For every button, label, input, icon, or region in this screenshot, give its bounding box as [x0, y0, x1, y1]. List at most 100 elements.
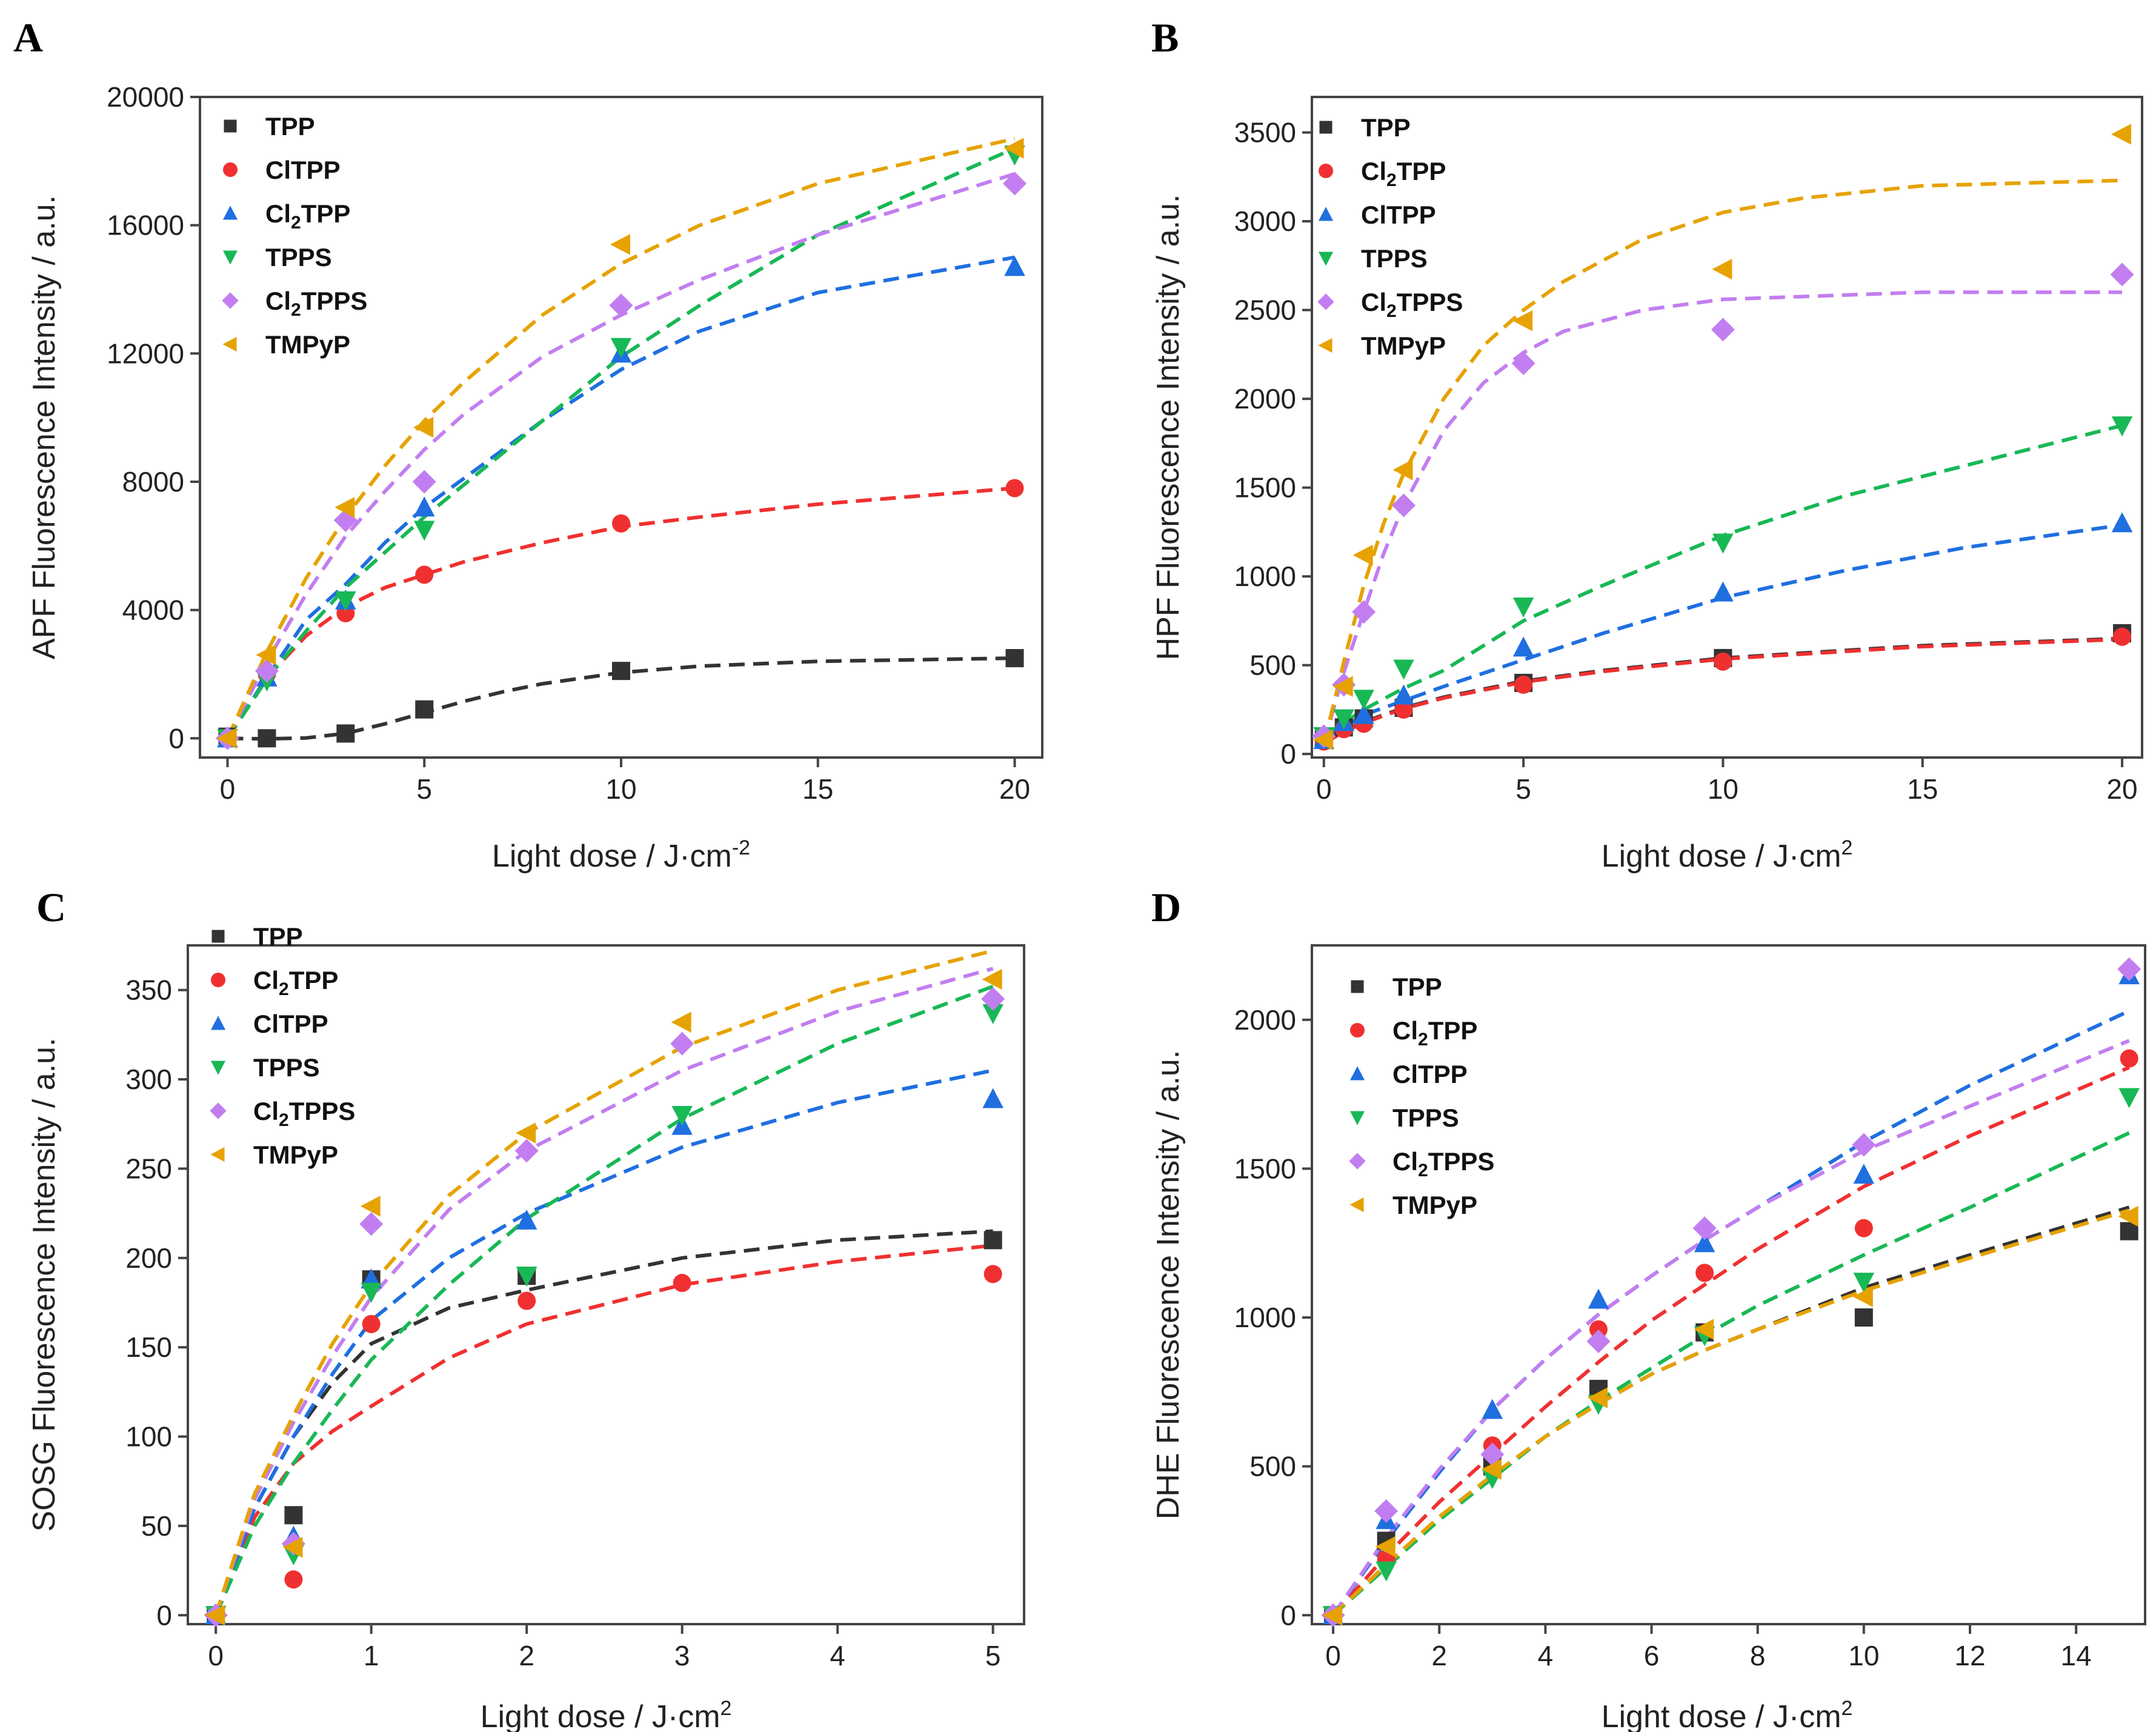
fit-curve-tpps — [225, 146, 1016, 739]
legend-entry-rest: TPP — [1397, 157, 1446, 185]
data-points — [204, 968, 1005, 1627]
legend-entry-name: ClTPP — [1361, 201, 1436, 229]
legend-entry-name: Cl — [1392, 1016, 1418, 1045]
fit-curve-tmpyp — [1322, 178, 2123, 744]
data-point-tmpyp — [334, 497, 355, 518]
x-axis-label-sup: -2 — [732, 836, 750, 859]
data-point-tmpyp — [1481, 1459, 1502, 1480]
legend-marker — [211, 973, 225, 987]
data-point-citpp — [415, 565, 434, 584]
x-tick-label: 0 — [208, 1640, 224, 1671]
data-point-cl2tpps — [2117, 957, 2141, 981]
data-point-tmpyp — [671, 1011, 691, 1033]
legend-entry-name: Cl — [265, 199, 291, 228]
legend-entry-name: Cl — [253, 1097, 279, 1125]
data-point-cl2tpp — [1482, 1399, 1503, 1419]
legend-entry: Cl2TPPS — [265, 287, 367, 320]
y-tick-label: 1500 — [1234, 1153, 1296, 1184]
data-point-tmpyp — [413, 416, 434, 438]
fit-curve-citpp — [214, 1244, 994, 1616]
legend-marker — [1318, 338, 1333, 353]
x-tick-label: 10 — [1848, 1640, 1879, 1671]
y-tick-label: 250 — [125, 1153, 172, 1184]
data-point-cl2tpp — [1512, 636, 1534, 657]
x-tick-label: 12 — [1954, 1640, 1985, 1671]
data-point-cl2tpps — [255, 659, 279, 683]
data-point-tpps — [1376, 1561, 1397, 1582]
x-tick-label: 15 — [802, 773, 833, 805]
x-axis-label-sup: 2 — [1842, 1697, 1853, 1720]
legend-marker — [222, 205, 238, 220]
legend-entry-subscript: 2 — [279, 1110, 289, 1130]
legend-entry-name: Cl — [265, 287, 291, 315]
legend-entry: TPP — [265, 112, 315, 141]
data-points — [215, 138, 1027, 750]
fit-curves — [214, 948, 994, 1616]
legend-entry: TMPyP — [1361, 331, 1446, 360]
legend-entry-rest: TPPS — [301, 287, 368, 315]
y-axis-label: SOSG Fluorescence Intensity / a.u. — [27, 1038, 62, 1531]
data-point-tmpyp — [1322, 1605, 1343, 1626]
data-point-tpps — [671, 1106, 693, 1126]
panel-b-hpf: B 0 5 10 15 20 0 500 1000 1500 2000 2500 3000 3500 Lig… — [1151, 15, 2143, 874]
x-axis-label: Light dose / J·cm2 — [1602, 836, 1853, 874]
legend-entry: TMPyP — [265, 330, 350, 359]
data-point-tmpyp — [1694, 1319, 1714, 1340]
legend-marker — [1349, 1153, 1366, 1170]
legend-marker — [1319, 164, 1333, 178]
panel-letter: D — [1151, 884, 1181, 930]
y-tick-label: 16000 — [107, 210, 184, 241]
y-axis-label: APF Fluorescence Intensity / a.u. — [27, 195, 62, 659]
legend-entry: TPP — [253, 922, 303, 951]
y-tick-label: 12000 — [107, 338, 184, 369]
data-point-citpp — [2120, 1049, 2138, 1068]
y-tick-label: 1500 — [1234, 472, 1296, 504]
y-tick-label: 20000 — [107, 81, 184, 113]
x-axis-label-main: Light dose / J·cm — [481, 1699, 720, 1732]
data-point-tmpyp — [1712, 258, 1732, 280]
data-point-cl2tpps — [1374, 1499, 1399, 1523]
data-point-cl2tpp — [2111, 512, 2133, 533]
data-point-tmpyp — [1352, 544, 1373, 566]
x-tick-label: 2 — [1431, 1640, 1447, 1671]
data-point-citpp — [517, 1291, 536, 1310]
data-point-tmpyp — [982, 968, 1002, 990]
data-point-tpp — [1005, 648, 1024, 667]
data-point-tmpyp — [1852, 1286, 1873, 1307]
legend-marker — [210, 1102, 227, 1119]
x-tick-label: 5 — [1516, 773, 1531, 805]
x-axis-label: Light dose / J·cm-2 — [492, 836, 750, 874]
panel-letter: A — [13, 15, 43, 61]
data-point-cl2tpp — [1004, 256, 1025, 276]
data-point-tmpyp — [205, 1605, 225, 1626]
data-points — [1321, 957, 2141, 1627]
data-point-cl2tpps — [1391, 493, 1416, 518]
legend-marker — [1318, 207, 1334, 221]
legend-marker — [210, 1061, 226, 1075]
y-tick-label: 2500 — [1234, 295, 1296, 326]
legend-entry: TPP — [1392, 973, 1442, 1001]
legend-entry: ClTPP — [253, 1010, 328, 1038]
x-tick-label: 14 — [2061, 1640, 2092, 1671]
legend-entry-name: TPP — [1392, 973, 1442, 1001]
data-point-tpp — [258, 729, 276, 748]
data-points — [1312, 124, 2134, 751]
x-axis-label-main: Light dose / J·cm — [492, 839, 732, 874]
legend-entry-name: TPP — [253, 922, 303, 951]
legend-entry: Cl2TPP — [1361, 157, 1446, 190]
fit-curve-tmpyp — [214, 948, 994, 1616]
data-point-cl2tpp — [982, 1088, 1003, 1108]
legend-entry: TPPS — [1361, 244, 1428, 273]
data-point-tmpyp — [1333, 676, 1353, 698]
data-point-tmpyp — [216, 728, 237, 749]
data-point-tpp — [1854, 1308, 1873, 1327]
legend-marker — [1319, 121, 1333, 134]
legend-entry-rest: TPPS — [1397, 288, 1463, 316]
data-point-tpps — [1333, 709, 1354, 730]
data-point-cl2tpps — [609, 293, 633, 318]
plot-frame — [1311, 96, 2143, 759]
data-point-citpp — [362, 1314, 381, 1333]
